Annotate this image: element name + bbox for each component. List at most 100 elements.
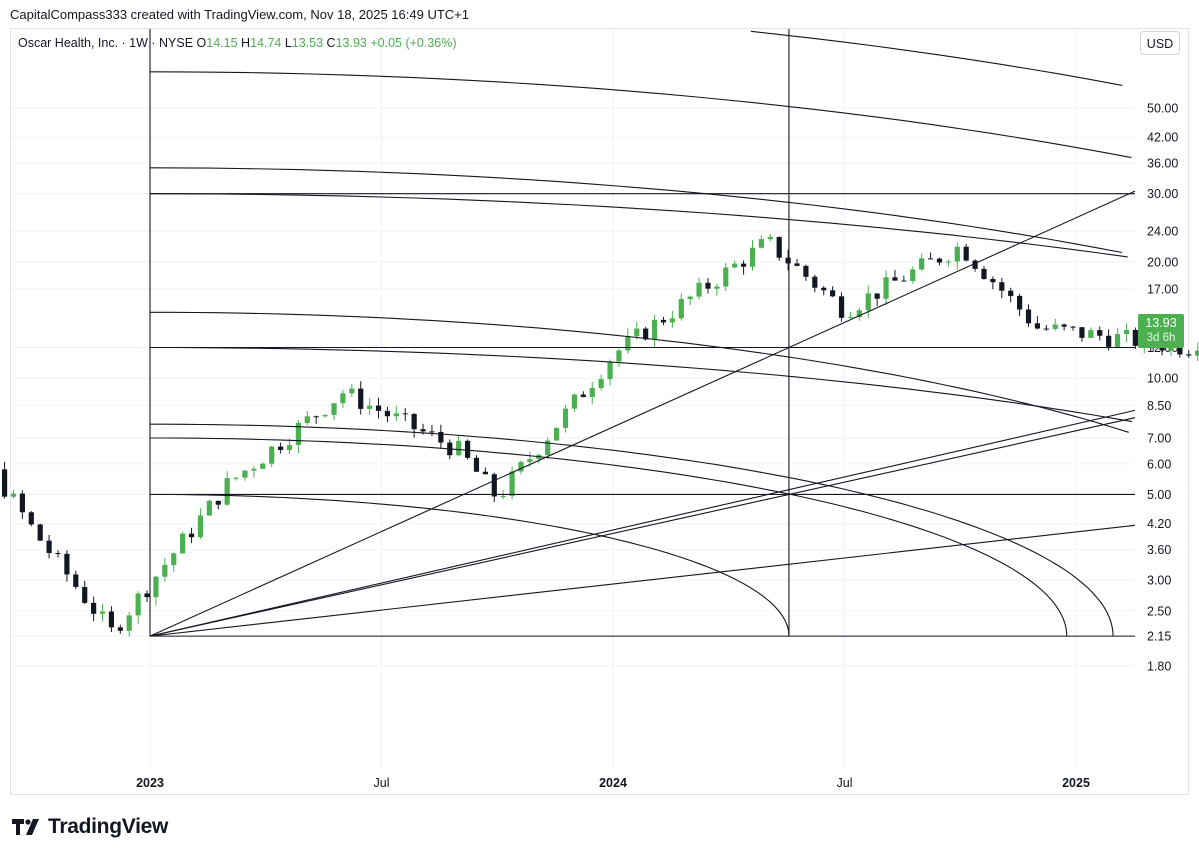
- candle-body: [749, 247, 756, 267]
- x-axis-label: 2025: [1062, 776, 1090, 790]
- candle-body: [171, 553, 177, 566]
- change-value: +0.05 (+0.36%): [370, 36, 457, 50]
- candle-body: [651, 319, 658, 340]
- symbol-legend: Oscar Health, Inc. · 1W · NYSE O14.15 H1…: [18, 36, 457, 50]
- last-price-value: 13.93: [1145, 316, 1177, 330]
- y-axis-label: 2.15: [1147, 630, 1171, 644]
- tradingview-logo[interactable]: TradingView: [12, 815, 168, 839]
- gann-arc: [150, 346, 1133, 423]
- y-axis-label: 50.00: [1147, 101, 1178, 115]
- candle-body: [705, 282, 711, 289]
- last-price-badge: 13.93 3d 6h: [1138, 314, 1184, 348]
- gann-arc: [150, 423, 1114, 637]
- candle-body: [687, 296, 693, 300]
- candle-body: [456, 440, 462, 456]
- candle-body: [206, 500, 212, 516]
- candle-body: [1017, 295, 1023, 310]
- candle-body: [224, 478, 230, 505]
- candle-body: [313, 416, 319, 418]
- candle-body: [269, 446, 275, 464]
- candle-body: [919, 258, 925, 270]
- candle-body: [99, 611, 106, 614]
- candle-body: [625, 336, 631, 351]
- candle-body: [927, 258, 934, 260]
- candle-body: [812, 276, 818, 288]
- gann-arc: [150, 493, 790, 637]
- y-axis-label: 24.00: [1147, 225, 1178, 239]
- candle-body: [482, 471, 488, 475]
- candle-body: [981, 268, 987, 279]
- y-axis-label: 5.00: [1147, 488, 1171, 502]
- candle-body: [91, 602, 97, 614]
- open-label: O: [196, 36, 207, 50]
- high-value: 14.74: [250, 36, 282, 50]
- tradingview-logo-icon: [12, 819, 39, 835]
- y-axis-label: 10.00: [1147, 372, 1178, 386]
- candle-body: [464, 440, 471, 458]
- close-label: C: [326, 36, 336, 50]
- candle-body: [304, 416, 310, 423]
- candle-body: [1061, 324, 1067, 327]
- candle-body: [794, 263, 800, 266]
- candle-body: [696, 282, 702, 297]
- open-value: 14.15: [206, 36, 238, 50]
- chart-frame: [10, 28, 1189, 795]
- candle-body: [117, 627, 123, 631]
- y-axis-label: 1.80: [1147, 659, 1171, 673]
- candle-body: [1070, 326, 1076, 328]
- candle-body: [589, 388, 595, 398]
- low-label: L: [284, 36, 292, 50]
- chart-author-line: CapitalCompass333 created with TradingVi…: [10, 7, 469, 22]
- x-axis-label: Jul: [374, 776, 390, 790]
- candle-body: [1, 469, 8, 497]
- candle-body: [972, 260, 978, 269]
- candle-body: [1123, 330, 1130, 334]
- candle-body: [892, 277, 898, 281]
- candle-body: [1088, 330, 1094, 338]
- candle-body: [945, 261, 951, 263]
- candle-body: [518, 461, 524, 472]
- candle-body: [936, 258, 943, 263]
- gann-arc: [750, 30, 1123, 86]
- candle-body: [1008, 290, 1014, 296]
- candle-body: [322, 414, 328, 417]
- candle-body: [82, 586, 88, 603]
- gann-arc: [150, 311, 1129, 433]
- candle-body: [660, 319, 667, 323]
- y-axis-label: 4.20: [1147, 517, 1171, 531]
- candle-body: [767, 236, 773, 240]
- candle-body: [349, 388, 355, 394]
- gann-arc: [150, 437, 1068, 637]
- candle-body: [616, 350, 622, 362]
- candle-body: [1114, 333, 1121, 347]
- candle-body: [999, 282, 1005, 291]
- candle-body: [732, 263, 738, 268]
- candle-body: [251, 468, 257, 471]
- candle-body: [1132, 330, 1138, 346]
- candle-body: [144, 593, 150, 598]
- gann-fan-line: [149, 417, 1136, 637]
- candle-body: [153, 576, 159, 598]
- candle-body: [500, 495, 506, 497]
- y-axis-label: 8.50: [1147, 399, 1171, 413]
- y-axis-label: 7.00: [1147, 431, 1171, 445]
- candle-body: [723, 267, 729, 287]
- candle-body: [990, 278, 996, 283]
- candle-body: [874, 293, 880, 299]
- y-axis-label: 42.00: [1147, 131, 1178, 145]
- candle-body: [411, 413, 417, 430]
- candle-body: [571, 394, 578, 409]
- candle-body: [28, 512, 34, 525]
- candle-body: [865, 293, 871, 311]
- candle-body: [580, 394, 586, 398]
- candle-body: [901, 280, 907, 282]
- candle-body: [1097, 330, 1103, 336]
- currency-button[interactable]: USD: [1140, 31, 1180, 55]
- candle-body: [821, 287, 827, 291]
- gann-arc: [149, 193, 1128, 258]
- candle-body: [545, 440, 551, 456]
- candle-body: [669, 318, 675, 323]
- candle-body: [776, 236, 782, 258]
- x-axis-label: 2023: [136, 776, 164, 790]
